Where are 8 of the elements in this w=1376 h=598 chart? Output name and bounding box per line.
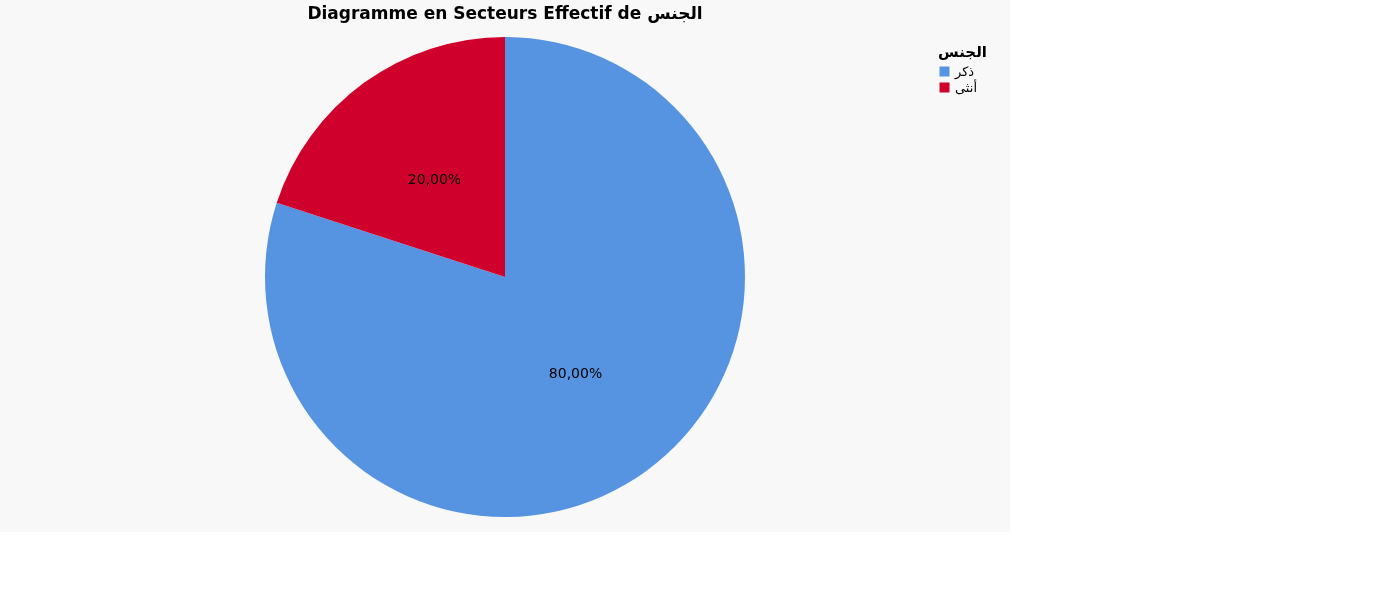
pie-slice [276, 37, 505, 277]
pie-slice [265, 37, 745, 517]
legend-title: الجنس [938, 43, 987, 61]
chart-title: Diagramme en Secteurs Effectif de الجنس [307, 3, 703, 23]
data-label: 20,00% [407, 170, 462, 187]
legend-label: أنثى [955, 78, 977, 95]
data-label: 80,00% [548, 365, 603, 382]
legend-label: ذكر [954, 63, 975, 80]
